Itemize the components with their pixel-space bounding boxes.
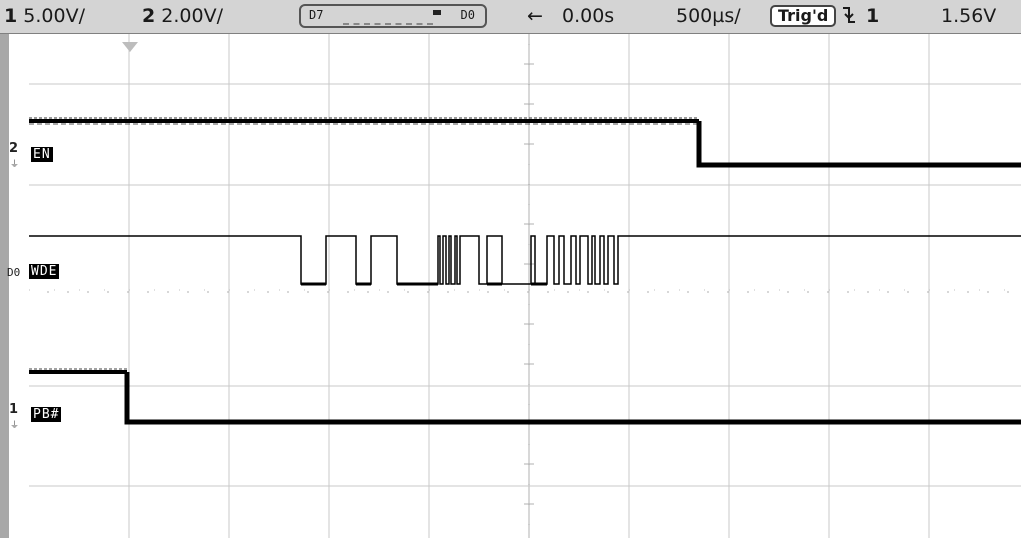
pb-trace (29, 368, 1021, 425)
ground-icon: ⏚ (10, 160, 20, 170)
digital-channel-dashes (343, 23, 433, 25)
en-trace (29, 117, 1021, 168)
delay-readout[interactable]: 0.00s (562, 5, 615, 27)
digital-channels-indicator[interactable]: D7 D0 (299, 4, 487, 28)
delay-arrow-icon: ← (527, 5, 543, 27)
trigger-level-readout[interactable]: 1.56V (941, 5, 997, 27)
status-bar: 1 5.00V/ 2 2.00V/ D7 D0 ← 0.00s 500µs/ T… (0, 0, 1021, 34)
falling-edge-icon (842, 5, 856, 27)
ch1-ground-marker[interactable]: 1 (9, 402, 19, 417)
timebase-readout[interactable]: 500µs/ (676, 5, 741, 27)
ch2-ground-marker[interactable]: 2 (9, 141, 19, 156)
trigger-status-badge: Trig'd (770, 5, 837, 27)
d0-marker[interactable]: D0 (7, 266, 21, 279)
channel-label-en: EN (31, 147, 53, 162)
channel-label-wde: WDE (29, 264, 60, 279)
trigger-position-marker[interactable] (122, 42, 138, 52)
ground-icon: ⏚ (10, 421, 20, 431)
waveform-display (29, 34, 1021, 538)
channel-label-pb: PB# (31, 407, 62, 422)
digital-d0-label: D0 (460, 8, 475, 22)
ch1-scale-readout[interactable]: 1 5.00V/ (4, 5, 85, 27)
digital-d7-label: D7 (309, 8, 324, 22)
trigger-channel-readout[interactable]: 1 (866, 5, 880, 27)
digital-active-marker (433, 10, 441, 15)
left-edge-bar (0, 34, 9, 538)
graticule-grid (29, 34, 1021, 538)
ch2-scale-readout[interactable]: 2 2.00V/ (142, 5, 223, 27)
wde-trace (29, 235, 1021, 286)
